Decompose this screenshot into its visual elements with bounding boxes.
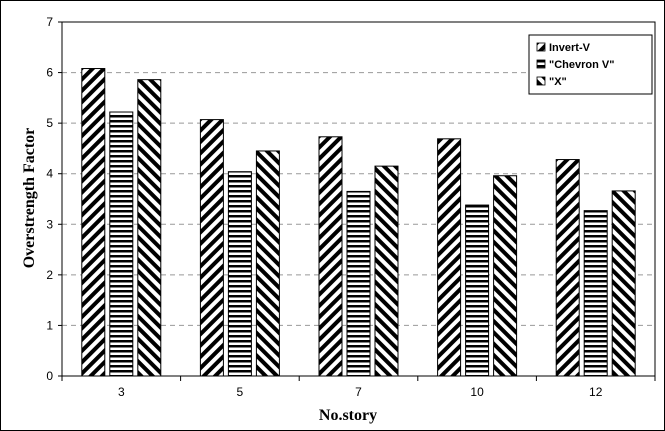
- x-tick-label: 5: [237, 385, 244, 399]
- y-tick-label: 0: [46, 369, 53, 383]
- bar: [611, 190, 636, 377]
- bar: [318, 136, 343, 377]
- y-tick-label: 2: [46, 268, 53, 282]
- y-tick-labels: 0 1 2 3 4 5 6 7: [46, 15, 53, 383]
- x-tick-labels: 3 5 7 10 12: [118, 385, 603, 399]
- legend-item-invert-v: Invert-V: [536, 42, 591, 54]
- legend-swatch-invert-v: [536, 42, 546, 52]
- bar: [583, 210, 608, 377]
- bar: [493, 175, 518, 377]
- bar: [137, 79, 162, 377]
- y-tick-label: 3: [46, 217, 53, 231]
- bar: [109, 111, 134, 377]
- bar: [437, 138, 462, 377]
- bar: [374, 165, 399, 377]
- bar: [255, 150, 280, 377]
- bar: [199, 119, 224, 377]
- bars: [81, 68, 636, 377]
- legend: Invert-V "Chevron V" "X": [528, 34, 653, 95]
- x-tick-label: 7: [355, 385, 362, 399]
- bar: [465, 204, 490, 377]
- legend-box: [528, 34, 653, 95]
- bar: [555, 159, 580, 377]
- axes: [58, 21, 656, 381]
- bar: [81, 68, 106, 377]
- bar: [346, 190, 371, 377]
- y-axis-title: Overstrength Factor: [21, 128, 38, 269]
- legend-label-invert-v: Invert-V: [549, 42, 591, 54]
- bar: [227, 171, 252, 377]
- x-tick-label: 10: [470, 385, 484, 399]
- legend-swatch-chevron-v: [536, 59, 546, 69]
- y-tick-label: 1: [46, 318, 53, 332]
- plot-area-border: [61, 21, 656, 377]
- y-tick-label: 6: [46, 66, 53, 80]
- legend-item-chevron-v: "Chevron V": [536, 59, 614, 71]
- x-tick-label: 3: [118, 385, 125, 399]
- y-tick-label: 5: [46, 116, 53, 130]
- y-tick-label: 7: [46, 15, 53, 29]
- x-tick-label: 12: [589, 385, 603, 399]
- legend-label-x: "X": [549, 76, 567, 88]
- legend-swatch-x: [536, 76, 546, 86]
- legend-label-chevron-v: "Chevron V": [549, 59, 614, 71]
- legend-item-x: "X": [536, 76, 567, 88]
- x-axis-title: No.story: [319, 407, 377, 424]
- y-tick-label: 4: [46, 167, 53, 181]
